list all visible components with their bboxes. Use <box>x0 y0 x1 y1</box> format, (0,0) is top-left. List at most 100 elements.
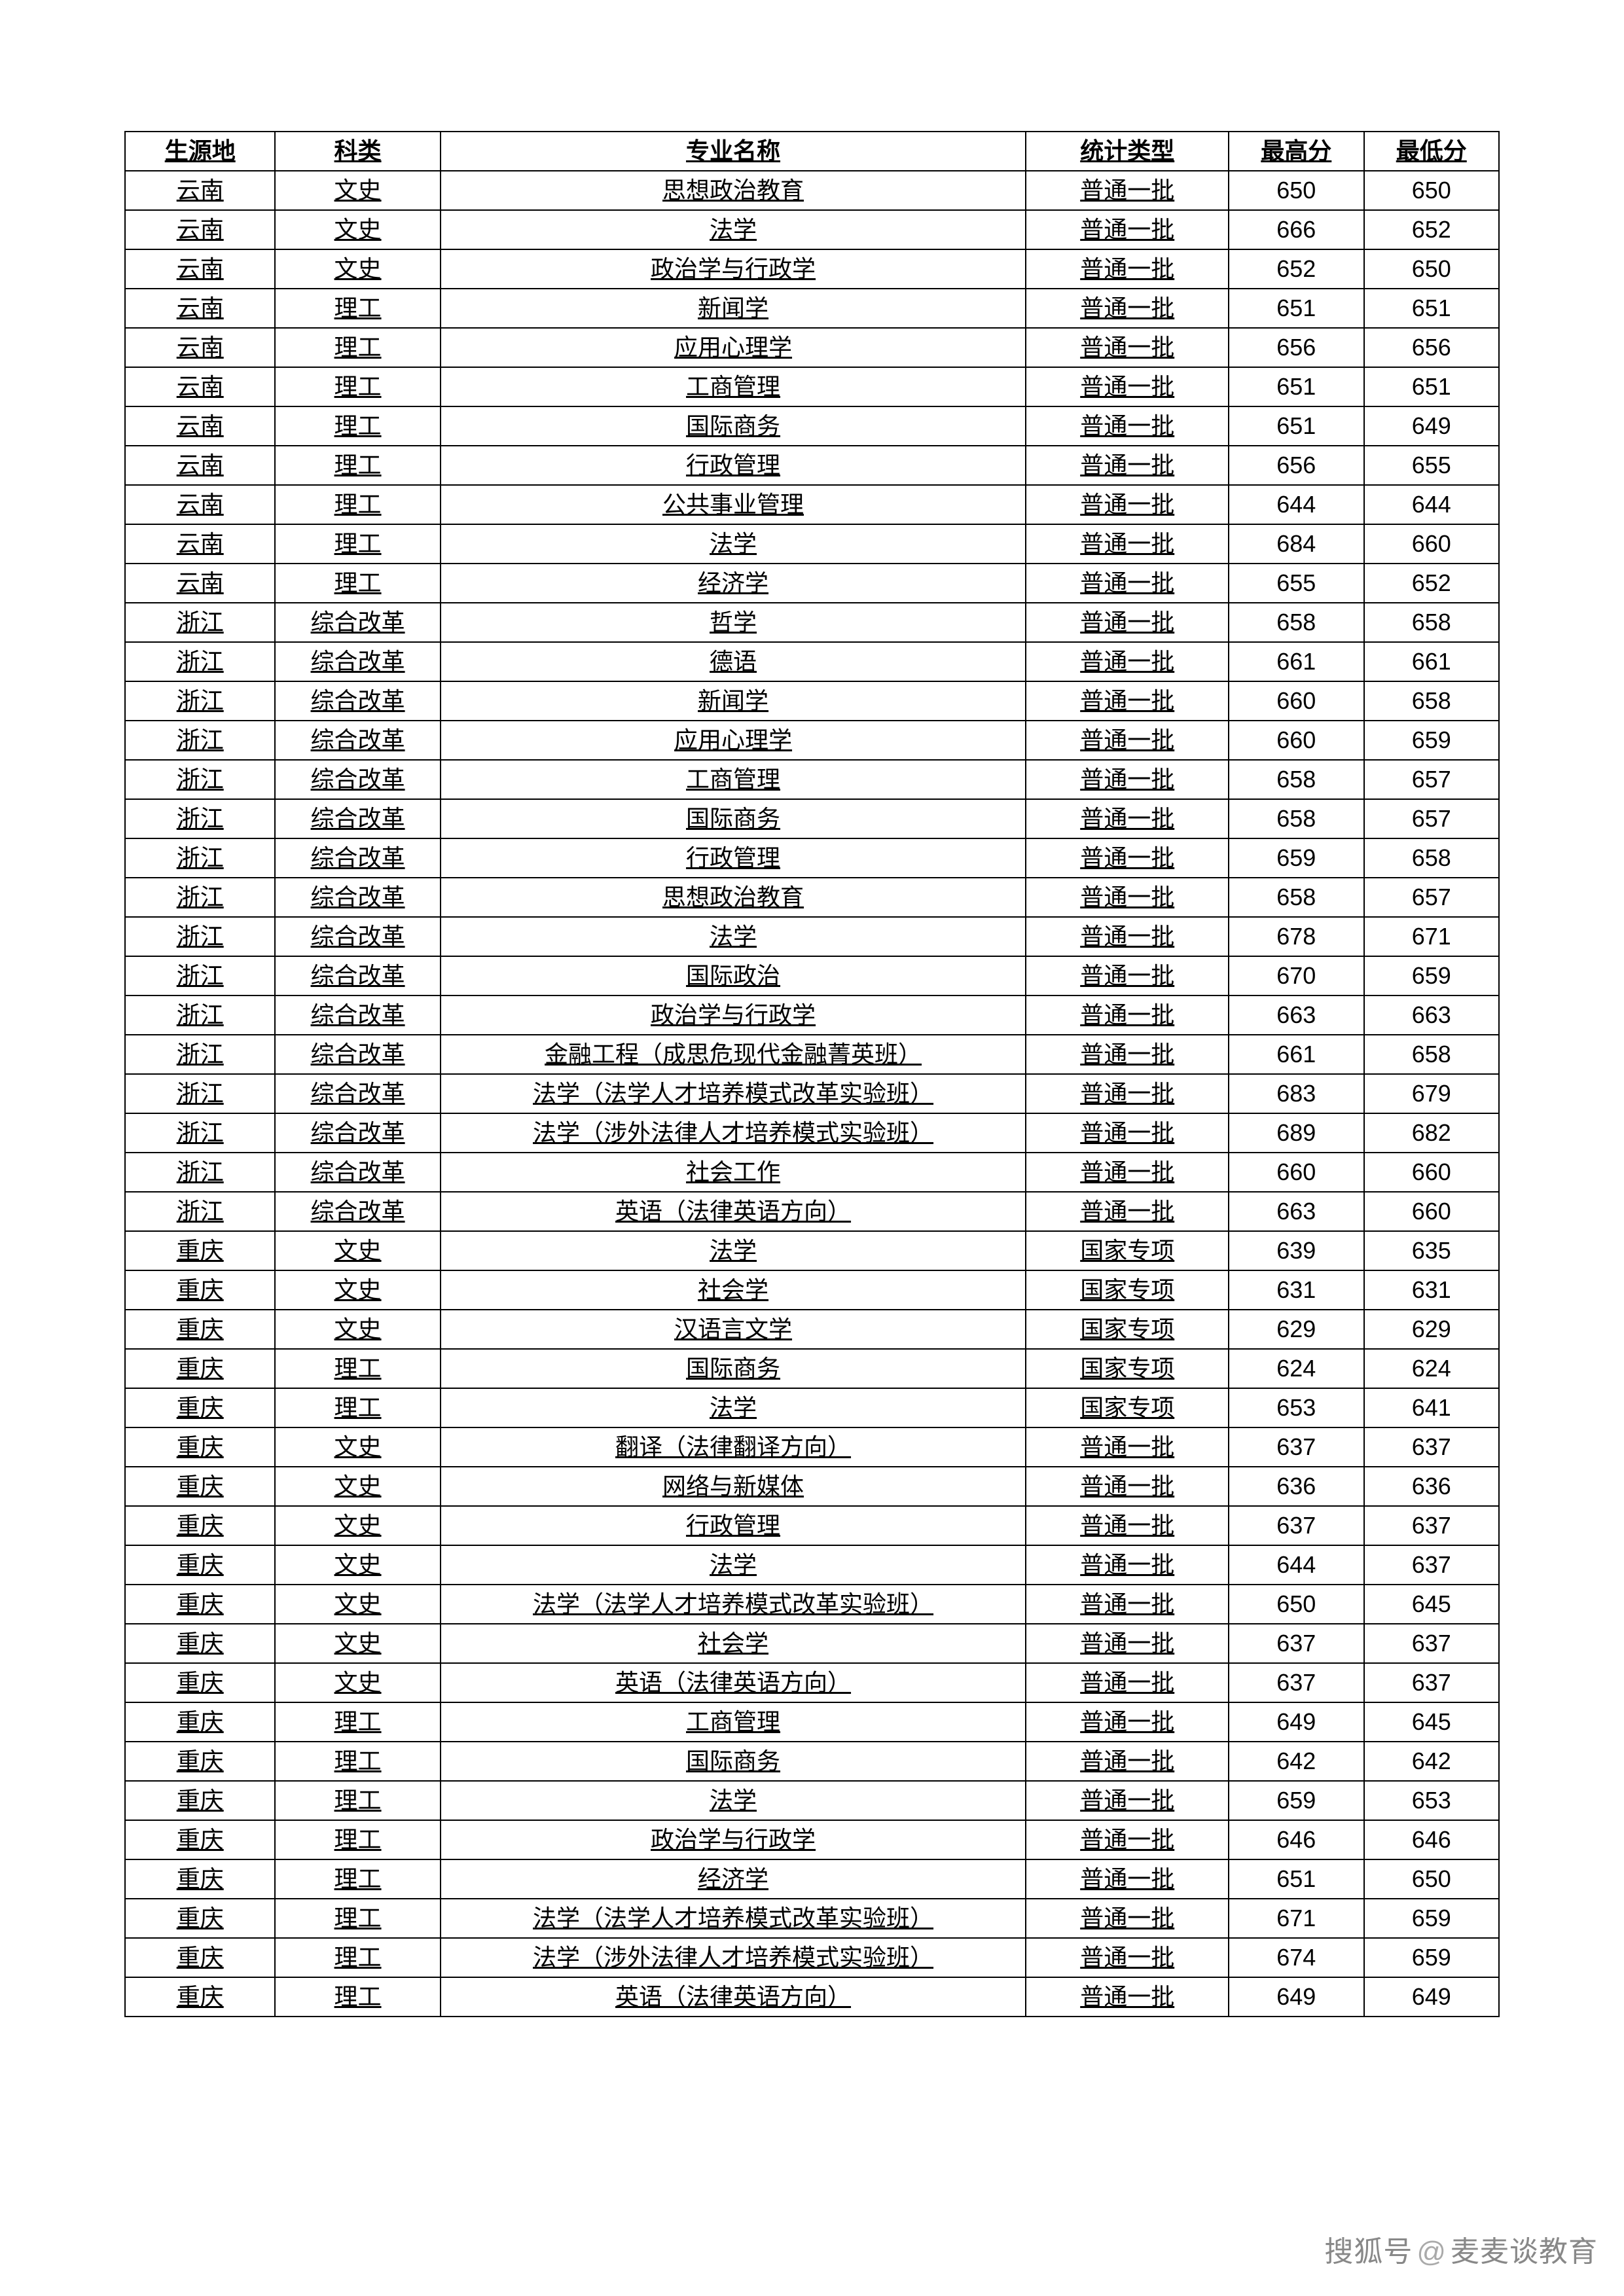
table-cell: 重庆 <box>125 1663 275 1702</box>
table-cell: 637 <box>1229 1506 1363 1545</box>
table-cell: 浙江 <box>125 1153 275 1192</box>
table-cell: 644 <box>1364 485 1500 524</box>
table-cell: 应用心理学 <box>441 328 1026 367</box>
table-cell: 文史 <box>275 1231 440 1270</box>
table-row: 重庆理工工商管理普通一批649645 <box>125 1702 1499 1742</box>
table-cell: 普通一批 <box>1026 406 1229 446</box>
table-cell: 649 <box>1364 1977 1500 2017</box>
table-row: 重庆文史汉语言文学国家专项629629 <box>125 1310 1499 1349</box>
table-cell: 普通一批 <box>1026 681 1229 721</box>
table-cell: 浙江 <box>125 1192 275 1231</box>
table-cell: 浙江 <box>125 838 275 878</box>
table-cell: 浙江 <box>125 799 275 838</box>
table-cell: 631 <box>1229 1270 1363 1310</box>
table-cell: 644 <box>1229 1545 1363 1585</box>
table-cell: 工商管理 <box>441 760 1026 799</box>
table-row: 云南理工应用心理学普通一批656656 <box>125 328 1499 367</box>
table-cell: 普通一批 <box>1026 1153 1229 1192</box>
table-cell: 637 <box>1364 1427 1500 1467</box>
table-row: 重庆理工经济学普通一批651650 <box>125 1859 1499 1899</box>
table-row: 重庆理工法学（法学人才培养模式改革实验班）普通一批671659 <box>125 1899 1499 1938</box>
table-cell: 656 <box>1364 328 1500 367</box>
table-cell: 普通一批 <box>1026 367 1229 406</box>
table-row: 云南理工公共事业管理普通一批644644 <box>125 485 1499 524</box>
table-cell: 653 <box>1229 1388 1363 1427</box>
table-cell: 云南 <box>125 289 275 328</box>
table-cell: 656 <box>1229 446 1363 485</box>
table-cell: 普通一批 <box>1026 1192 1229 1231</box>
table-cell: 635 <box>1364 1231 1500 1270</box>
table-cell: 法学 <box>441 1388 1026 1427</box>
table-cell: 658 <box>1229 760 1363 799</box>
table-cell: 658 <box>1229 603 1363 642</box>
table-cell: 理工 <box>275 1899 440 1938</box>
table-cell: 649 <box>1364 406 1500 446</box>
table-cell: 思想政治教育 <box>441 171 1026 210</box>
table-cell: 综合改革 <box>275 878 440 917</box>
table-cell: 684 <box>1229 524 1363 564</box>
table-cell: 云南 <box>125 446 275 485</box>
table-cell: 659 <box>1364 1938 1500 1977</box>
table-cell: 646 <box>1229 1820 1363 1859</box>
table-cell: 678 <box>1229 917 1363 956</box>
table-cell: 文史 <box>275 249 440 289</box>
table-row: 云南理工法学普通一批684660 <box>125 524 1499 564</box>
table-cell: 国家专项 <box>1026 1231 1229 1270</box>
table-row: 浙江综合改革新闻学普通一批660658 <box>125 681 1499 721</box>
table-cell: 社会学 <box>441 1624 1026 1663</box>
table-cell: 理工 <box>275 1781 440 1820</box>
table-cell: 658 <box>1229 878 1363 917</box>
table-cell: 浙江 <box>125 878 275 917</box>
table-row: 重庆理工法学普通一批659653 <box>125 1781 1499 1820</box>
table-cell: 641 <box>1364 1388 1500 1427</box>
table-cell: 理工 <box>275 1820 440 1859</box>
table-cell: 理工 <box>275 1938 440 1977</box>
table-cell: 国家专项 <box>1026 1349 1229 1388</box>
table-row: 重庆理工法学（涉外法律人才培养模式实验班）普通一批674659 <box>125 1938 1499 1977</box>
table-cell: 普通一批 <box>1026 249 1229 289</box>
table-cell: 650 <box>1229 1585 1363 1624</box>
table-row: 浙江综合改革德语普通一批661661 <box>125 642 1499 681</box>
table-cell: 624 <box>1364 1349 1500 1388</box>
table-row: 重庆文史英语（法律英语方向）普通一批637637 <box>125 1663 1499 1702</box>
table-cell: 651 <box>1229 289 1363 328</box>
table-cell: 普通一批 <box>1026 917 1229 956</box>
table-cell: 思想政治教育 <box>441 878 1026 917</box>
table-cell: 650 <box>1364 249 1500 289</box>
table-row: 云南理工新闻学普通一批651651 <box>125 289 1499 328</box>
table-cell: 普通一批 <box>1026 446 1229 485</box>
table-cell: 659 <box>1229 838 1363 878</box>
table-cell: 655 <box>1229 564 1363 603</box>
table-cell: 经济学 <box>441 564 1026 603</box>
watermark: 搜狐号@麦麦谈教育 <box>1324 2228 1598 2270</box>
table-cell: 法学 <box>441 524 1026 564</box>
table-cell: 理工 <box>275 406 440 446</box>
table-cell: 云南 <box>125 367 275 406</box>
table-cell: 法学（涉外法律人才培养模式实验班） <box>441 1113 1026 1153</box>
table-cell: 法学（法学人才培养模式改革实验班） <box>441 1585 1026 1624</box>
table-cell: 普通一批 <box>1026 1624 1229 1663</box>
table-row: 浙江综合改革英语（法律英语方向）普通一批663660 <box>125 1192 1499 1231</box>
table-cell: 普通一批 <box>1026 171 1229 210</box>
table-cell: 理工 <box>275 1859 440 1899</box>
table-cell: 657 <box>1364 799 1500 838</box>
col-header-max: 最高分 <box>1229 132 1363 171</box>
table-cell: 671 <box>1364 917 1500 956</box>
table-row: 重庆文史法学（法学人才培养模式改革实验班）普通一批650645 <box>125 1585 1499 1624</box>
table-cell: 理工 <box>275 1388 440 1427</box>
table-cell: 政治学与行政学 <box>441 1820 1026 1859</box>
table-cell: 国际商务 <box>441 406 1026 446</box>
table-cell: 普通一批 <box>1026 956 1229 996</box>
table-cell: 661 <box>1229 642 1363 681</box>
table-cell: 政治学与行政学 <box>441 249 1026 289</box>
table-cell: 国家专项 <box>1026 1270 1229 1310</box>
table-cell: 新闻学 <box>441 681 1026 721</box>
table-cell: 682 <box>1364 1113 1500 1153</box>
table-cell: 658 <box>1364 681 1500 721</box>
table-row: 云南文史法学普通一批666652 <box>125 210 1499 249</box>
table-row: 浙江综合改革应用心理学普通一批660659 <box>125 721 1499 760</box>
table-cell: 660 <box>1229 721 1363 760</box>
table-cell: 综合改革 <box>275 642 440 681</box>
table-cell: 浙江 <box>125 996 275 1035</box>
table-cell: 法学 <box>441 210 1026 249</box>
